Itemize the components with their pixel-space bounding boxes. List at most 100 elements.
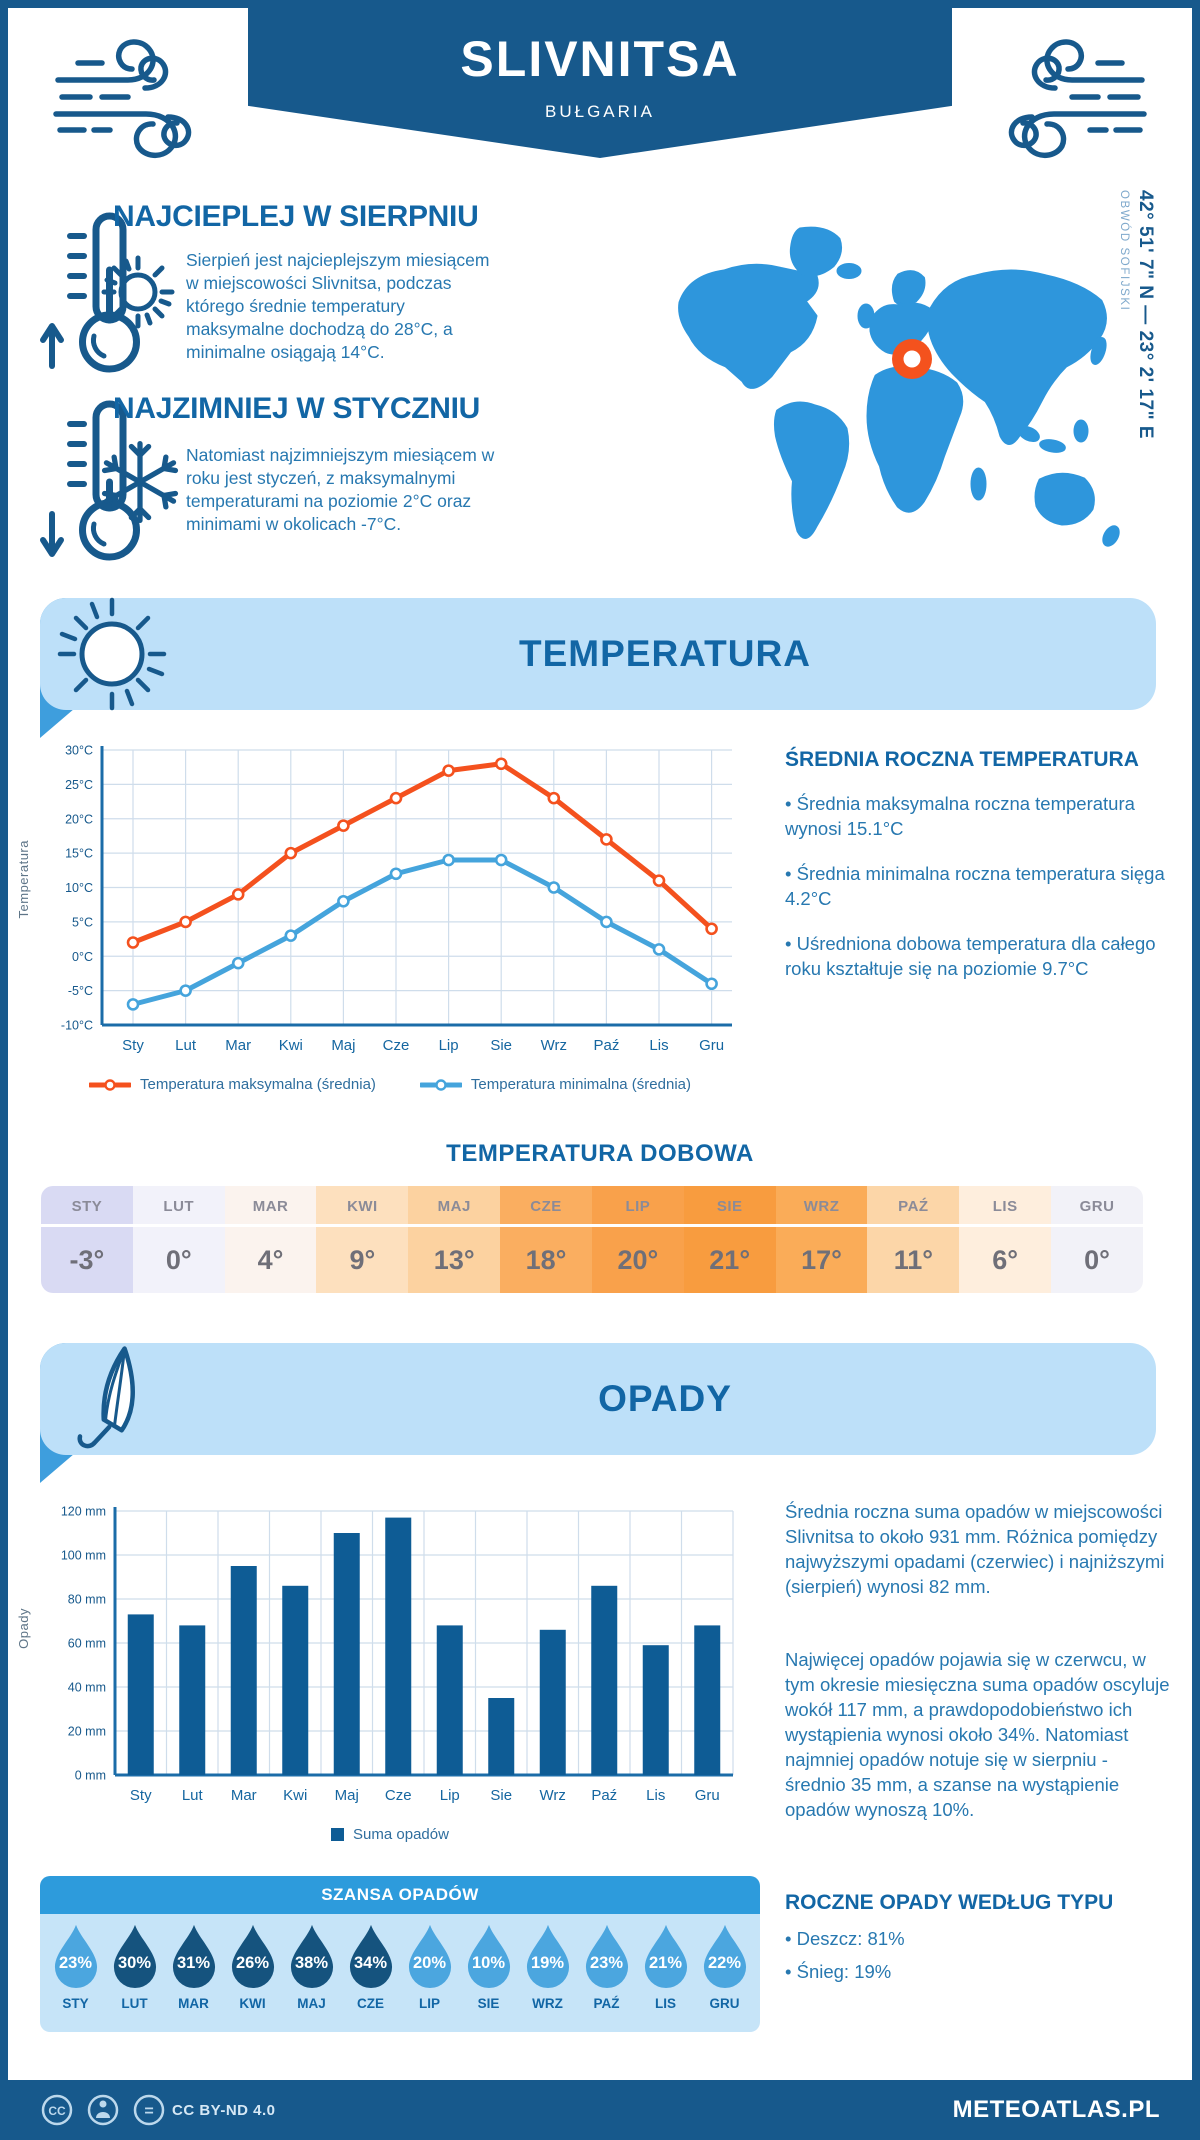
temp-value: 21°: [683, 1227, 776, 1293]
daily-temp-column: GRU 0°: [1051, 1186, 1143, 1293]
wind-icon: [1008, 39, 1147, 158]
svg-text:Mar: Mar: [225, 1037, 251, 1054]
svg-text:Sty: Sty: [122, 1037, 144, 1054]
svg-text:0°C: 0°C: [72, 950, 93, 964]
temp-value: 20°: [591, 1227, 684, 1293]
svg-text:Maj: Maj: [335, 1787, 359, 1804]
rain-chance-drop: 23% PAŹ: [577, 1922, 636, 2026]
chance-month: LUT: [121, 1996, 148, 2011]
data-point: [442, 853, 455, 867]
chance-month: LIS: [654, 1996, 676, 2011]
chance-month: MAJ: [297, 1996, 326, 2011]
chance-month: STY: [62, 1996, 89, 2011]
chance-month: LIP: [418, 1996, 440, 2011]
svg-text:Wrz: Wrz: [541, 1037, 567, 1054]
month-label: CZE: [500, 1186, 592, 1227]
series-line: [130, 761, 715, 945]
chance-percent: 22%: [707, 1954, 742, 1972]
rain-paragraph-2: Najwięcej opadów pojawia się w czerwcu, …: [785, 1649, 1170, 1820]
series-line: [130, 857, 715, 1007]
svg-text:-10°C: -10°C: [61, 1019, 93, 1033]
bar: [230, 1566, 257, 1775]
rain-chart-ylabel: Opady: [16, 1608, 31, 1649]
svg-text:Maj: Maj: [331, 1037, 355, 1054]
temp-chart-ylabel: Temperatura: [16, 840, 31, 919]
footer: CC = CC BY-ND 4.0 METEOATLAS.PL: [0, 2080, 1200, 2140]
data-point: [179, 915, 192, 929]
data-point: [442, 764, 455, 777]
drop-icon: [526, 1924, 569, 1989]
page-title: SLIVNITSA: [460, 31, 740, 87]
svg-text:Cze: Cze: [385, 1787, 412, 1804]
coordinates-text: 42° 51' 7" N — 23° 2' 17" E: [1135, 190, 1156, 440]
month-label: PAŹ: [867, 1186, 960, 1227]
daily-temp-column: WRZ 17°: [775, 1186, 868, 1293]
bar: [642, 1645, 669, 1775]
rain-chance-drop: 31% MAR: [164, 1922, 223, 2026]
temperature-section-title: TEMPERATURA: [519, 633, 811, 674]
bar: [539, 1629, 566, 1775]
thermometer-up-icon: [40, 212, 140, 373]
data-point: [126, 936, 140, 949]
drop-icon: [703, 1924, 746, 1989]
data-point: [389, 867, 403, 881]
cold-heading: NAJZIMNIEJ W STYCZNIU: [113, 392, 481, 425]
svg-text:Lip: Lip: [440, 1787, 460, 1804]
month-label: STY: [41, 1186, 133, 1227]
svg-text:Mar: Mar: [231, 1787, 257, 1804]
data-point: [600, 833, 613, 846]
temp-value: 4°: [224, 1227, 317, 1293]
data-point: [337, 894, 350, 908]
svg-text:Wrz: Wrz: [540, 1787, 566, 1804]
chance-percent: 38%: [294, 1954, 329, 1972]
chance-percent: 30%: [117, 1954, 152, 1972]
temp-value: 6°: [959, 1227, 1052, 1293]
license-text: CC BY-ND 4.0: [172, 2101, 276, 2119]
legend-line-marker: [419, 1078, 462, 1091]
data-point: [652, 943, 666, 956]
data-point: [126, 998, 140, 1011]
svg-text:15°C: 15°C: [65, 847, 93, 861]
annual-temp-bullet-3: • Uśredniona dobowa temperatura dla całe…: [785, 933, 1156, 979]
data-point: [179, 984, 192, 997]
svg-text:25°C: 25°C: [65, 778, 93, 792]
chance-percent: 23%: [58, 1954, 93, 1972]
chance-percent: 31%: [176, 1954, 211, 1972]
drop-icon: [467, 1924, 510, 1989]
month-label: SIE: [683, 1186, 776, 1227]
daily-temp-column: LIS 6°: [959, 1186, 1052, 1293]
rain-chance-panel: 23% STY 30% LUT 31% MAR 26% KWI 38% MAJ …: [40, 1914, 760, 2032]
chance-month: PAŹ: [593, 1996, 620, 2011]
cold-text: Natomiast najzimniejszym miesiącem w rok…: [186, 445, 495, 535]
svg-text:Cze: Cze: [383, 1037, 410, 1054]
chance-month: WRZ: [532, 1996, 563, 2011]
rain-chart-legend: Suma opadów: [40, 1826, 740, 1843]
month-label: WRZ: [775, 1186, 868, 1227]
svg-text:Paź: Paź: [591, 1787, 617, 1804]
svg-text:Gru: Gru: [695, 1787, 720, 1804]
data-point: [600, 915, 613, 929]
svg-text:100 mm: 100 mm: [61, 1549, 106, 1563]
chance-month: SIE: [477, 1996, 500, 2011]
month-label: LUT: [132, 1186, 225, 1227]
rain-chance-drop: 19% WRZ: [518, 1922, 577, 2026]
rain-chance-header: SZANSA OPADÓW: [40, 1876, 760, 1914]
daily-temp-column: LIP 20°: [591, 1186, 684, 1293]
rain-type-heading: ROCZNE OPADY WEDŁUG TYPU: [785, 1891, 1114, 1914]
chance-percent: 34%: [353, 1954, 388, 1972]
chance-percent: 19%: [530, 1954, 565, 1972]
cc-license-icons: CC =: [41, 2094, 165, 2126]
bar: [694, 1625, 721, 1775]
temp-value: 17°: [775, 1227, 868, 1293]
svg-text:Kwi: Kwi: [283, 1787, 307, 1804]
month-label: MAJ: [408, 1186, 501, 1227]
bar: [488, 1698, 515, 1775]
svg-text:CC: CC: [48, 2104, 66, 2118]
precipitation-banner: OPADY: [40, 1343, 1156, 1455]
rain-chance-drop: 21% LIS: [636, 1922, 695, 2026]
umbrella-icon: [77, 1346, 135, 1449]
data-point: [337, 819, 350, 832]
data-point: [652, 874, 666, 887]
data-point: [705, 977, 718, 991]
daily-temp-column: SIE 21°: [683, 1186, 776, 1293]
